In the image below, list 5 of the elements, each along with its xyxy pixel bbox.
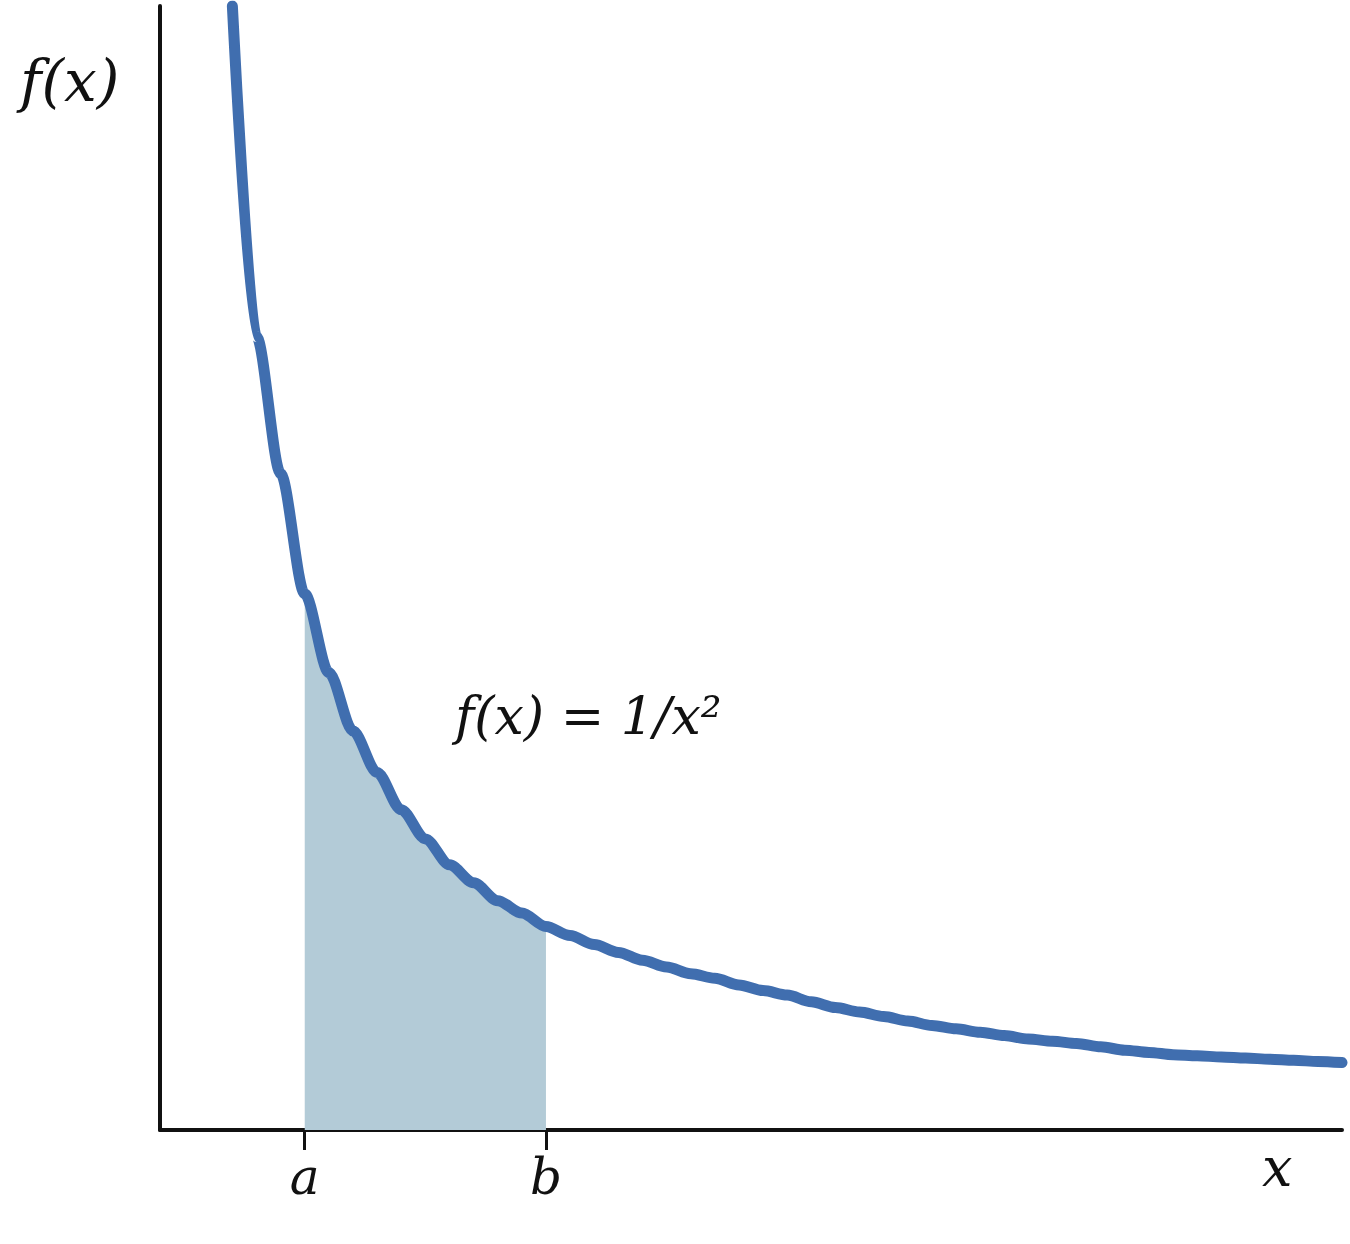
annotation: f(x) = 1/x² (451, 686, 722, 746)
x-tick-label: b (529, 1148, 562, 1206)
x-tick-label: a (289, 1148, 320, 1206)
y-axis-title: f(x) (16, 47, 120, 115)
x-axis-title: x (1262, 1135, 1293, 1199)
